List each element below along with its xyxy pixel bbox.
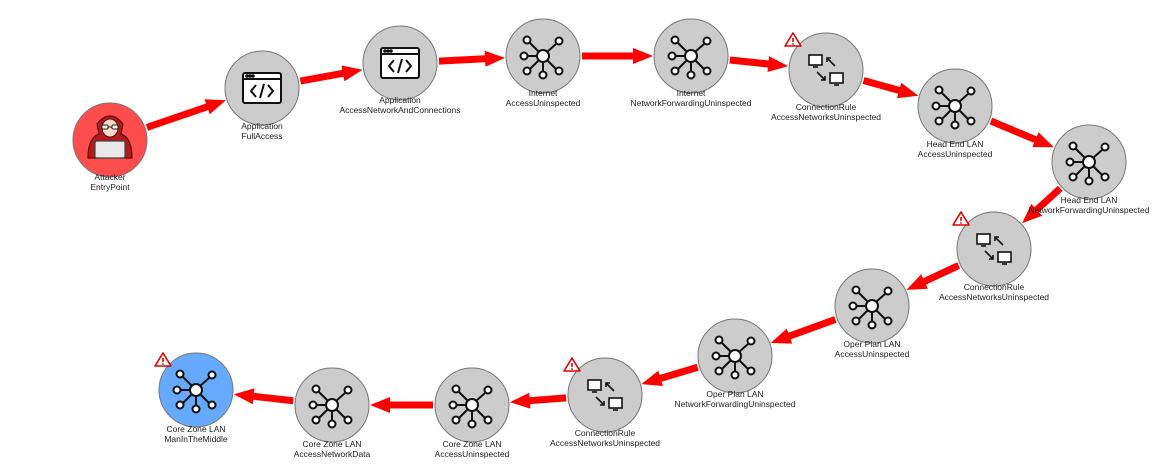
- node-label-line1: Oper Plan LAN: [706, 389, 763, 399]
- attack-edge-9: [770, 316, 837, 344]
- network-hub-icon: [172, 369, 217, 414]
- attack-edge-1: [299, 65, 363, 85]
- node-label-line1: Internet: [529, 88, 558, 98]
- node-label-line2: FullAccess: [241, 131, 282, 141]
- warning-icon: [154, 352, 172, 367]
- node-label-line2: EntryPoint: [90, 182, 130, 192]
- node-label-line2: AccessNetworkData: [294, 449, 371, 459]
- network-hub-icon: [848, 285, 893, 330]
- attack-edge-12: [370, 397, 433, 413]
- node-label-line2: AccessUninspected: [918, 149, 993, 159]
- network-hub-icon: [711, 335, 756, 380]
- network-hub-icon: [448, 384, 493, 429]
- connection-rule-icon: [587, 379, 623, 411]
- node-label-line1: Core Zone LAN: [166, 424, 225, 434]
- node-label-line2: AccessUninspected: [835, 349, 910, 359]
- attack-edge-5: [862, 77, 919, 99]
- edge-arrow: [641, 363, 699, 386]
- attack-edge-7: [1022, 185, 1063, 224]
- node-label-line1: Core Zone LAN: [302, 439, 361, 449]
- edges-layer: [145, 48, 1063, 413]
- warning-icon: [952, 211, 970, 226]
- node-circle: [788, 32, 864, 108]
- edge-arrow: [438, 50, 505, 67]
- edge-arrow: [989, 117, 1054, 148]
- node-label-line1: Application: [241, 121, 283, 131]
- network-hub-icon: [667, 35, 712, 80]
- edge-arrow: [582, 48, 653, 64]
- node-label-line2: NetworkForwardingUninspected: [1029, 205, 1150, 215]
- node-label-line2: NetworkForwardingUninspected: [675, 399, 796, 409]
- attack-edge-10: [641, 363, 699, 386]
- node-label-line2: AccessUninspected: [435, 449, 510, 459]
- node-label-line1: Core Zone LAN: [442, 439, 501, 449]
- node-circle: [567, 357, 643, 433]
- attack-edge-13: [233, 388, 294, 405]
- hacker-icon: [87, 115, 133, 159]
- node-label-line1: ConnectionRule: [796, 102, 857, 112]
- network-hub-icon: [1065, 141, 1110, 186]
- warning-icon: [563, 357, 581, 372]
- edge-arrow: [862, 77, 919, 99]
- edge-arrow: [370, 397, 433, 413]
- node-circle: [956, 211, 1032, 287]
- node-label-line1: Application: [379, 95, 421, 105]
- network-hub-icon: [308, 384, 353, 429]
- edge-arrow: [729, 56, 789, 72]
- node-label-line1: Oper Plan LAN: [843, 339, 900, 349]
- node-label-line2: NetworkForwardingUninspected: [631, 98, 752, 108]
- edge-arrow: [299, 65, 363, 85]
- node-label-line2: AccessNetworksUninspected: [771, 112, 881, 122]
- node-label-line2: ManInTheMiddle: [164, 434, 228, 444]
- node-label-line1: ConnectionRule: [575, 428, 636, 438]
- warning-icon: [784, 32, 802, 47]
- connection-rule-icon: [808, 54, 844, 86]
- attack-edge-2: [438, 50, 505, 67]
- edge-arrow: [1022, 185, 1063, 224]
- attack-edge-11: [509, 392, 567, 409]
- node-label-line1: ConnectionRule: [964, 282, 1025, 292]
- attack-edge-0: [145, 99, 226, 131]
- node-label-line2: AccessNetworksUninspected: [939, 292, 1049, 302]
- edge-arrow: [145, 99, 226, 131]
- edge-arrow: [233, 388, 294, 405]
- code-window-icon: [242, 72, 282, 104]
- node-label-line1: Internet: [677, 88, 706, 98]
- node-label-line2: AccessNetworksUninspected: [550, 438, 660, 448]
- node-label-line2: AccessUninspected: [506, 98, 581, 108]
- network-hub-icon: [519, 35, 564, 80]
- network-hub-icon: [931, 85, 976, 130]
- edge-arrow: [770, 316, 837, 344]
- node-label-line1: Head End LAN: [927, 139, 984, 149]
- node-label-line1: Attacker: [94, 172, 125, 182]
- attack-edge-6: [989, 117, 1054, 148]
- edge-arrow: [509, 392, 567, 409]
- attack-edge-8: [906, 262, 961, 290]
- node-n10[interactable]: Oper Plan LANNetworkForwardingUninspecte…: [675, 318, 796, 409]
- connection-rule-icon: [976, 233, 1012, 265]
- code-window-icon: [380, 47, 420, 79]
- attack-edge-4: [729, 56, 789, 72]
- edge-arrow: [906, 262, 961, 290]
- node-label-line1: Head End LAN: [1061, 195, 1118, 205]
- nodes-layer: AttackerEntryPointApplicationFullAccessA…: [72, 18, 1150, 459]
- node-label-line2: AccessNetworkAndConnections: [340, 105, 461, 115]
- attack-edge-3: [582, 48, 653, 64]
